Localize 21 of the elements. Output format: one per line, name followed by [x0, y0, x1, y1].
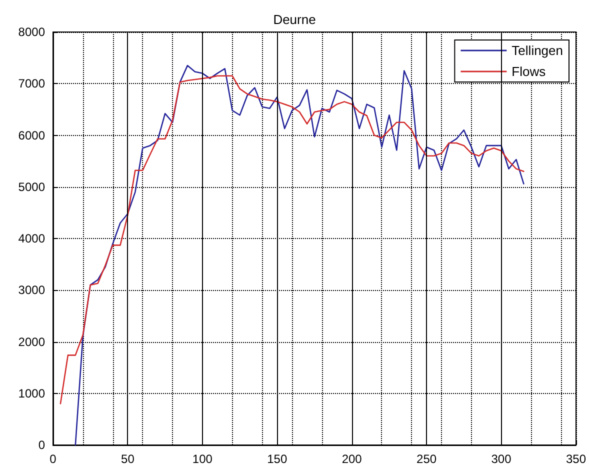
y-tick-label: 7000: [18, 76, 46, 91]
y-tick-label: 1000: [18, 386, 46, 400]
x-tick-label: 350: [566, 452, 586, 466]
legend-label: Tellingen: [512, 43, 564, 58]
y-tick-label: 3000: [18, 283, 46, 298]
line-series: [60, 75, 524, 404]
x-tick-label: 200: [342, 452, 362, 466]
legend-label: Flows: [512, 64, 546, 79]
x-tick-label: 250: [416, 452, 437, 466]
x-tick-label: 150: [267, 452, 288, 466]
y-tick-label: 4000: [18, 232, 46, 246]
y-tick-label: 5000: [18, 180, 46, 194]
y-tick-label: 0: [38, 438, 46, 452]
x-tick-label: 300: [491, 452, 512, 466]
chart-title: Deurne: [273, 12, 316, 27]
y-tick-label: 8000: [18, 25, 46, 39]
x-tick-label: 0: [50, 452, 57, 466]
y-tick-label: 2000: [18, 334, 46, 349]
y-tick-label: 6000: [18, 128, 46, 142]
x-tick-label: 100: [192, 452, 213, 466]
x-tick-label: 50: [121, 452, 135, 466]
